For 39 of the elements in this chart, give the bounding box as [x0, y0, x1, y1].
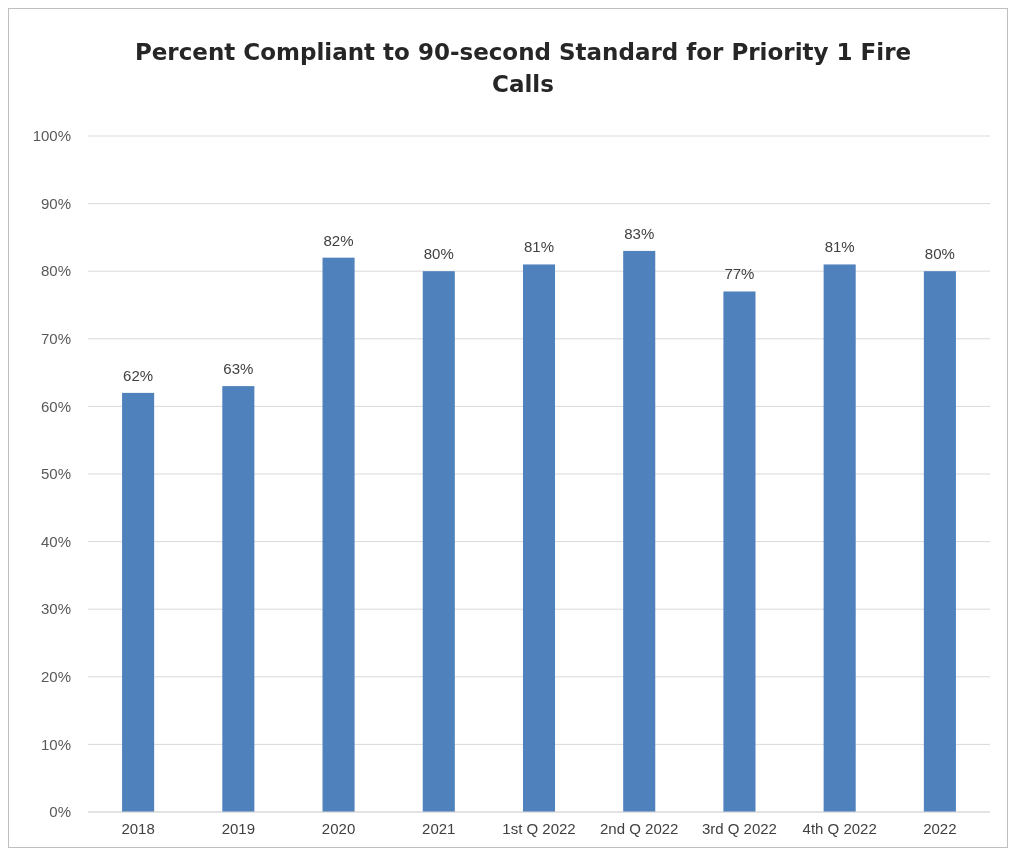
data-label: 83%: [624, 224, 655, 242]
y-tick-label: 40%: [40, 532, 71, 550]
x-tick-label: 2021: [422, 820, 456, 837]
bar: [723, 291, 756, 812]
x-tick-label: 3rd Q 2022: [701, 820, 777, 837]
bar: [322, 257, 355, 812]
data-label: 82%: [323, 231, 354, 249]
x-tick-label: 2nd Q 2022: [600, 820, 679, 837]
data-label: 63%: [223, 360, 254, 378]
y-tick-label: 30%: [40, 600, 71, 618]
data-label: 77%: [724, 265, 755, 283]
data-label: 81%: [824, 238, 855, 256]
chart-title: Percent Compliant to 90-second Standard for Priority 1 Fire Calls: [134, 39, 912, 97]
data-label: 80%: [924, 245, 955, 263]
bar: [122, 392, 155, 812]
data-label: 80%: [423, 245, 454, 263]
y-tick-label: 0%: [49, 803, 71, 821]
x-tick-label: 2018: [121, 820, 155, 837]
y-tick-label: 100%: [32, 127, 71, 145]
y-tick-label: 70%: [40, 330, 71, 348]
bar: [823, 264, 856, 812]
y-tick-label: 50%: [40, 465, 71, 483]
data-label: 81%: [523, 238, 555, 256]
bar: [623, 250, 656, 812]
x-tick-label: 1st Q 2022: [502, 820, 576, 837]
y-tick-label: 80%: [40, 262, 71, 280]
y-tick-label: 10%: [40, 735, 71, 753]
x-tick-label: 2020: [321, 820, 356, 837]
bar: [422, 271, 455, 812]
bar: [222, 386, 255, 812]
x-tick-label: 4th Q 2022: [802, 820, 877, 837]
bar: [923, 271, 956, 812]
x-tick-label: 2022: [923, 820, 957, 837]
y-tick-label: 20%: [40, 668, 71, 686]
x-tick-label: 2019: [221, 820, 256, 837]
y-tick-label: 90%: [40, 194, 71, 212]
y-tick-label: 60%: [40, 397, 71, 415]
bar: [522, 264, 556, 812]
data-label: 62%: [123, 366, 154, 384]
